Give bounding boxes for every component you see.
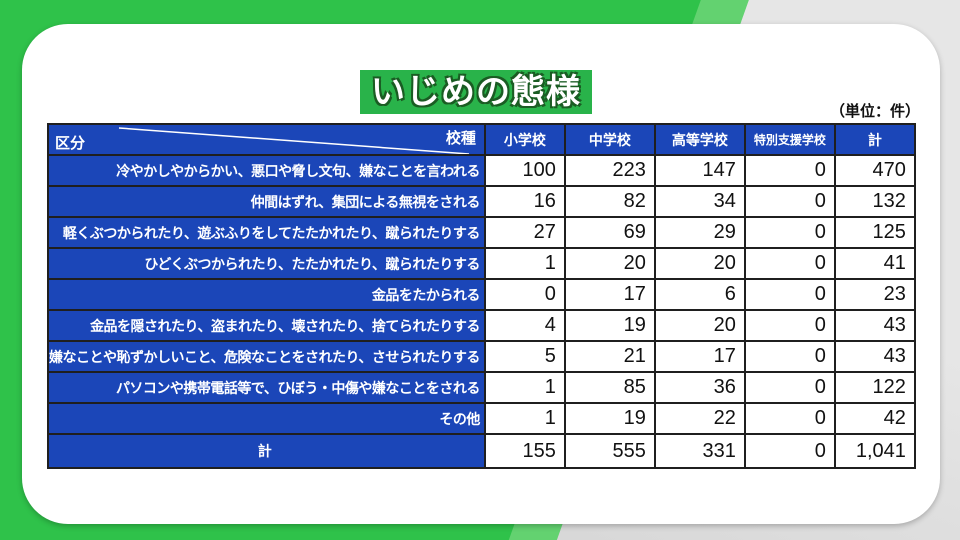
row-label: 金品を隠されたり、盗まれたり、壊されたり、捨てられたりする (47, 309, 486, 342)
table-row: その他 1 19 22 0 42 (47, 402, 916, 435)
value-cell: 36 (653, 371, 746, 404)
total-value-cell: 1,041 (833, 433, 916, 469)
table-row: 仲間はずれ、集団による無視をされる 16 82 34 0 132 (47, 185, 916, 218)
table-body: 冷やかしやからかい、悪口や脅し文句、嫌なことを言われる 100 223 147 0 470… (47, 154, 916, 469)
value-cell: 22 (653, 402, 746, 435)
row-header-label: 区分 (55, 134, 86, 152)
header-row: 区分 校種 小学校 中学校 高等学校 特別支援学校計 (47, 123, 916, 156)
value-cell: 125 (833, 216, 916, 249)
value-cell: 0 (483, 278, 566, 311)
value-cell: 85 (563, 371, 656, 404)
table-row: 軽くぶつかられたり、遊ぶふりをしてたたかれたり、蹴られたりする 27 69 29 0 12… (47, 216, 916, 249)
total-value-cell: 331 (653, 433, 746, 469)
value-cell: 100 (483, 154, 566, 187)
value-cell: 21 (563, 340, 656, 373)
row-label: 金品をたかられる (47, 278, 486, 311)
corner-diagonal-line (118, 127, 466, 153)
value-cell: 20 (653, 247, 746, 280)
table-row: 金品を隠されたり、盗まれたり、壊されたり、捨てられたりする 4 19 20 0 43 (47, 309, 916, 342)
row-label: 仲間はずれ、集団による無視をされる (47, 185, 486, 218)
total-label: 計 (47, 433, 486, 469)
value-cell: 17 (653, 340, 746, 373)
value-cell: 6 (653, 278, 746, 311)
value-cell: 69 (563, 216, 656, 249)
value-cell: 27 (483, 216, 566, 249)
row-label: 冷やかしやからかい、悪口や脅し文句、嫌なことを言われる (47, 154, 486, 187)
value-cell: 43 (833, 309, 916, 342)
value-cell: 34 (653, 185, 746, 218)
value-cell: 20 (563, 247, 656, 280)
value-cell: 43 (833, 340, 916, 373)
value-cell: 23 (833, 278, 916, 311)
table-row: ひどくぶつかられたり、たたかれたり、蹴られたりする 1 20 20 0 41 (47, 247, 916, 280)
value-cell: 0 (743, 278, 836, 311)
value-cell: 0 (743, 340, 836, 373)
bullying-table: 区分 校種 小学校 中学校 高等学校 特別支援学校計 冷やかしやからかい、悪口や脅し文… (47, 123, 916, 469)
value-cell: 0 (743, 154, 836, 187)
value-cell: 5 (483, 340, 566, 373)
value-cell: 4 (483, 309, 566, 342)
page-title: いじめの態様 (360, 70, 592, 114)
value-cell: 19 (563, 402, 656, 435)
value-cell: 470 (833, 154, 916, 187)
corner-header-cell: 区分 校種 (47, 123, 486, 156)
value-cell: 0 (743, 402, 836, 435)
column-header-4: 計 (833, 123, 916, 156)
value-cell: 0 (743, 371, 836, 404)
value-cell: 82 (563, 185, 656, 218)
value-cell: 0 (743, 216, 836, 249)
value-cell: 122 (833, 371, 916, 404)
value-cell: 16 (483, 185, 566, 218)
total-row: 計 155 555 331 0 1,041 (47, 433, 916, 469)
value-cell: 0 (743, 247, 836, 280)
table-row: 金品をたかられる 0 17 6 0 23 (47, 278, 916, 311)
table-row: パソコンや携帯電話等で、ひぼう・中傷や嫌なことをされる 1 85 36 0 122 (47, 371, 916, 404)
value-cell: 20 (653, 309, 746, 342)
column-header-3: 特別支援学校 (743, 123, 836, 156)
row-label: 軽くぶつかられたり、遊ぶふりをしてたたかれたり、蹴られたりする (47, 216, 486, 249)
column-header-2: 高等学校 (653, 123, 746, 156)
value-cell: 1 (483, 402, 566, 435)
value-cell: 0 (743, 309, 836, 342)
value-cell: 132 (833, 185, 916, 218)
column-header-1: 中学校 (563, 123, 656, 156)
value-cell: 1 (483, 247, 566, 280)
total-value-cell: 555 (563, 433, 656, 469)
column-header-label: 校種 (445, 129, 476, 147)
row-label: 嫌なことや恥ずかしいこと、危険なことをされたり、させられたりする (47, 340, 486, 373)
value-cell: 41 (833, 247, 916, 280)
row-label: ひどくぶつかられたり、たたかれたり、蹴られたりする (47, 247, 486, 280)
value-cell: 223 (563, 154, 656, 187)
value-cell: 0 (743, 185, 836, 218)
value-cell: 1 (483, 371, 566, 404)
value-cell: 42 (833, 402, 916, 435)
value-cell: 19 (563, 309, 656, 342)
column-header-0: 小学校 (483, 123, 566, 156)
value-cell: 147 (653, 154, 746, 187)
row-label: その他 (47, 402, 486, 435)
total-value-cell: 0 (743, 433, 836, 469)
unit-label: （単位：件） (829, 102, 920, 120)
value-cell: 17 (563, 278, 656, 311)
row-label: パソコンや携帯電話等で、ひぼう・中傷や嫌なことをされる (47, 371, 486, 404)
table-row: 冷やかしやからかい、悪口や脅し文句、嫌なことを言われる 100 223 147 0 470 (47, 154, 916, 187)
value-cell: 29 (653, 216, 746, 249)
total-value-cell: 155 (483, 433, 566, 469)
table-row: 嫌なことや恥ずかしいこと、危険なことをされたり、させられたりする 5 21 17 0 43 (47, 340, 916, 373)
